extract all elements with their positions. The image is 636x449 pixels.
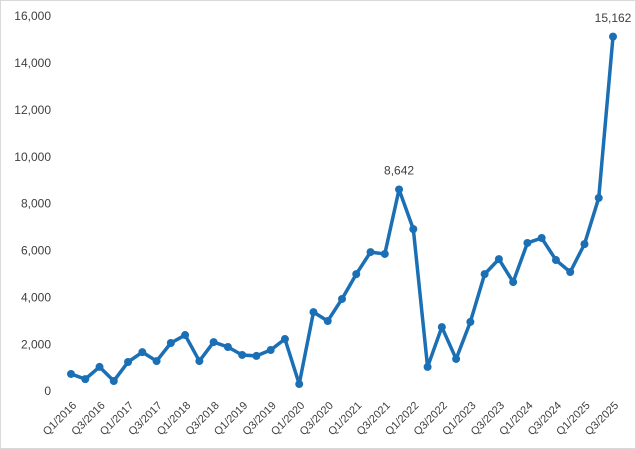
point: [594, 193, 603, 202]
point: [537, 234, 546, 243]
point: [494, 255, 503, 264]
point: [124, 358, 133, 366]
data-label: 8,642: [384, 164, 414, 178]
point: [181, 331, 190, 340]
point: [195, 357, 204, 366]
point: [323, 316, 332, 325]
point: [109, 376, 118, 385]
point: [95, 362, 104, 371]
point: [67, 369, 75, 378]
point: [437, 323, 446, 332]
point: [366, 248, 375, 257]
y-tick-label: 14,000: [14, 56, 51, 70]
point: [566, 268, 575, 276]
point: [409, 225, 418, 234]
point: [295, 380, 304, 389]
y-tick-label: 0: [44, 384, 51, 398]
y-tick-label: 6,000: [21, 244, 51, 258]
point: [309, 308, 318, 317]
point: [238, 350, 247, 359]
point: [166, 339, 175, 348]
point: [352, 270, 361, 279]
point: [395, 185, 404, 194]
point: [523, 238, 532, 247]
point: [466, 317, 475, 326]
point: [152, 357, 161, 366]
point: [480, 270, 489, 279]
point: [509, 278, 518, 287]
y-tick-label: 12,000: [14, 103, 51, 117]
point: [266, 346, 275, 355]
point: [138, 348, 147, 357]
point: [380, 249, 389, 258]
point: [280, 335, 289, 344]
y-tick-label: 4,000: [21, 290, 51, 304]
point: [551, 256, 560, 265]
point: [423, 362, 432, 371]
y-tick-label: 16,000: [14, 9, 51, 23]
point: [223, 343, 232, 351]
y-tick-label: 2,000: [21, 337, 51, 351]
point: [609, 32, 617, 41]
point: [209, 338, 218, 347]
point: [452, 354, 461, 363]
point: [252, 351, 261, 360]
y-tick-label: 10,000: [14, 150, 51, 164]
point: [580, 240, 589, 249]
y-tick-label: 8,000: [21, 197, 51, 211]
data-label: 15,162: [595, 11, 632, 25]
point: [338, 294, 346, 303]
series-line: [70, 36, 615, 386]
point: [81, 375, 90, 384]
